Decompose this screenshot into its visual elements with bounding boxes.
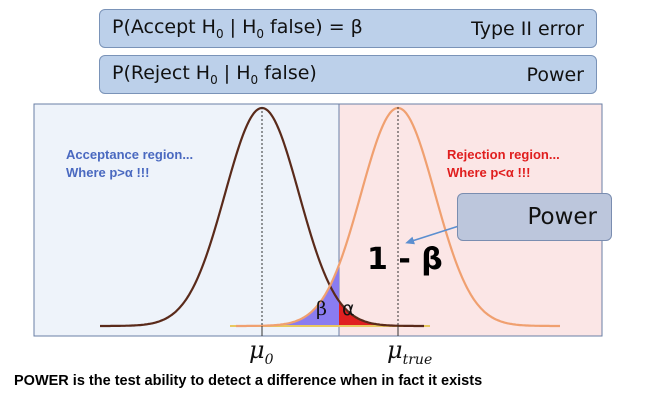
beta-area bbox=[262, 264, 339, 326]
type-ii-error-box: P(Accept H0 | H0 false) = β Type II erro… bbox=[99, 9, 597, 48]
power-probability: P(Reject H0 | H0 false) bbox=[112, 62, 317, 87]
power-definition-box: P(Reject H0 | H0 false) Power bbox=[99, 55, 597, 94]
type-ii-probability: P(Accept H0 | H0 false) = β bbox=[112, 16, 363, 41]
mu0-label: μ0 bbox=[249, 336, 274, 368]
power-arrow bbox=[405, 224, 463, 245]
beta-label: β bbox=[316, 298, 327, 320]
acceptance-region-background bbox=[33, 103, 340, 337]
power-label: Power bbox=[526, 63, 584, 86]
alpha-label: α bbox=[342, 298, 355, 320]
rejection-region-label: Rejection region... Where p<α !!! bbox=[447, 147, 560, 180]
mutrue-label: μtrue bbox=[387, 336, 433, 368]
type-ii-error-label: Type II error bbox=[471, 17, 584, 40]
one-minus-beta-label: 1 - β bbox=[367, 242, 443, 277]
caption: POWER is the test ability to detect a di… bbox=[14, 373, 483, 389]
power-callout: Power bbox=[457, 193, 612, 241]
acceptance-region-label: Acceptance region... Where p>α !!! bbox=[66, 147, 194, 180]
